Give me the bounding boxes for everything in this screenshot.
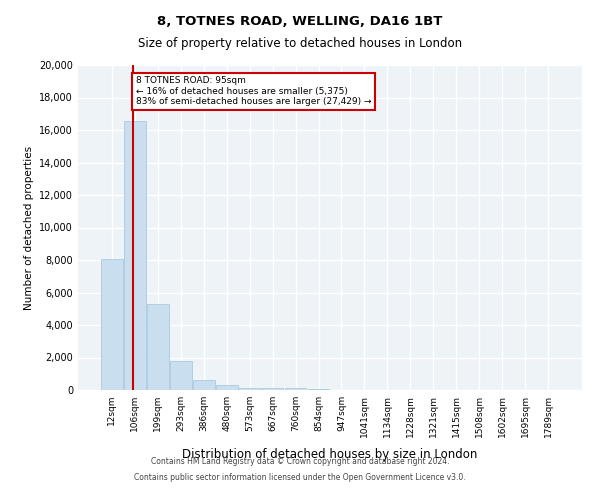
Bar [239, 388, 260, 390]
Bar [170, 361, 191, 390]
Text: Size of property relative to detached houses in London: Size of property relative to detached ho… [138, 38, 462, 51]
Bar [262, 388, 283, 390]
Bar [284, 388, 307, 390]
X-axis label: Distribution of detached houses by size in London: Distribution of detached houses by size … [182, 448, 478, 461]
Bar [308, 389, 329, 390]
Text: Contains public sector information licensed under the Open Government Licence v3: Contains public sector information licen… [134, 472, 466, 482]
Bar [124, 121, 146, 390]
Bar [101, 259, 123, 390]
Y-axis label: Number of detached properties: Number of detached properties [24, 146, 34, 310]
Bar [193, 380, 215, 390]
Text: 8, TOTNES ROAD, WELLING, DA16 1BT: 8, TOTNES ROAD, WELLING, DA16 1BT [157, 15, 443, 28]
Text: 8 TOTNES ROAD: 95sqm
← 16% of detached houses are smaller (5,375)
83% of semi-de: 8 TOTNES ROAD: 95sqm ← 16% of detached h… [136, 76, 371, 106]
Bar [147, 304, 169, 390]
Text: Contains HM Land Registry data © Crown copyright and database right 2024.: Contains HM Land Registry data © Crown c… [151, 458, 449, 466]
Bar [216, 385, 238, 390]
